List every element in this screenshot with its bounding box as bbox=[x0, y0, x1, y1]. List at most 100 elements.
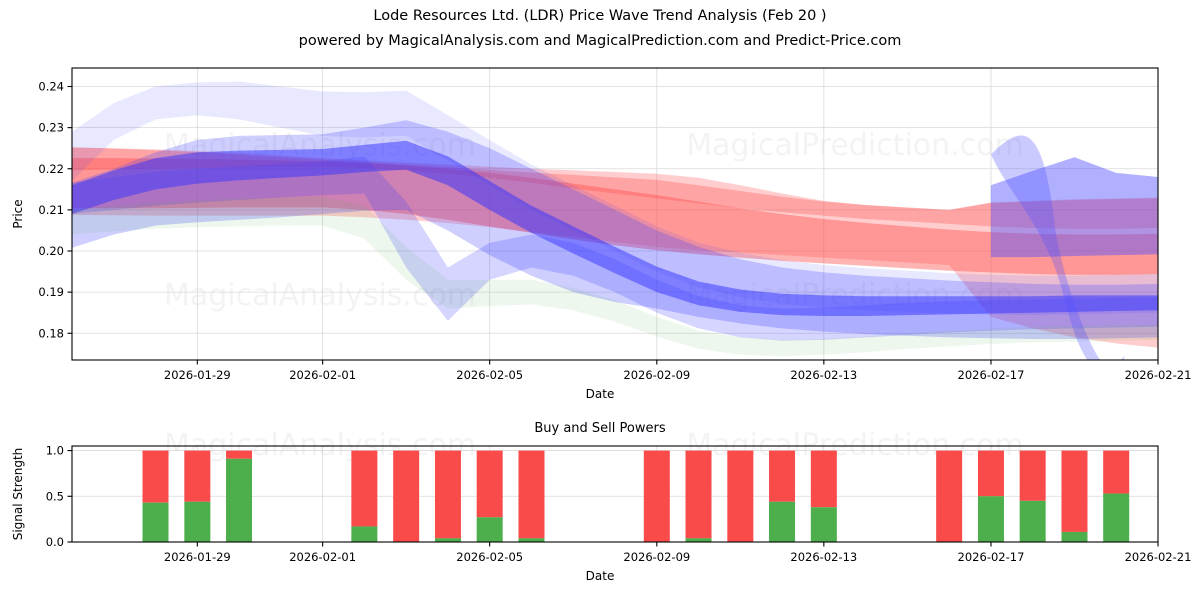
sell-power-segment bbox=[1103, 450, 1130, 494]
price-axes-frame bbox=[71, 67, 1159, 361]
table-row bbox=[727, 450, 754, 542]
y-tick-label: 0.24 bbox=[38, 80, 64, 94]
sell-power-segment bbox=[184, 450, 211, 502]
buy-power-segment bbox=[810, 507, 837, 542]
price-axes: 0.180.190.200.210.220.230.24 2026-01-29 2… bbox=[11, 67, 1192, 401]
sell-power-segment bbox=[936, 450, 963, 542]
buy-power-segment bbox=[434, 538, 461, 542]
wave-band-red-outer bbox=[72, 147, 1158, 348]
x-tick-label: 2026-02-09 bbox=[623, 368, 690, 382]
table-row bbox=[810, 450, 837, 542]
x-tick-label: 2026-02-21 bbox=[1125, 550, 1192, 564]
x-tick-label: 2026-02-21 bbox=[1125, 368, 1192, 382]
price-x-ticks: 2026-01-29 2026-02-01 2026-02-05 2026-02-09… bbox=[164, 360, 1192, 382]
wave-band-green-faint-low bbox=[72, 196, 1158, 357]
buy-power-segment bbox=[977, 496, 1004, 542]
y-tick-label: 0.21 bbox=[38, 203, 64, 217]
x-tick-label: 2026-02-01 bbox=[289, 550, 356, 564]
buy-power-segment bbox=[226, 458, 253, 542]
y-tick-label: 0.19 bbox=[38, 285, 64, 299]
figure-subtitle: powered by MagicalAnalysis.com and Magic… bbox=[299, 33, 902, 49]
table-row bbox=[1103, 450, 1130, 542]
table-row bbox=[685, 450, 712, 542]
sell-power-segment bbox=[643, 450, 670, 542]
table-row bbox=[351, 450, 378, 542]
y-tick-label: 0.23 bbox=[38, 121, 64, 135]
signal-axes-frame bbox=[71, 445, 1159, 543]
table-row bbox=[643, 450, 670, 542]
y-tick-label: 0.0 bbox=[46, 535, 64, 549]
x-tick-label: 2026-02-13 bbox=[790, 550, 857, 564]
sell-power-segment bbox=[476, 450, 503, 518]
sell-power-segment bbox=[1061, 450, 1088, 532]
watermark-text: MagicalAnalysis.com bbox=[164, 278, 476, 313]
buy-power-segment bbox=[1061, 531, 1088, 542]
x-tick-label: 2026-02-05 bbox=[456, 368, 523, 382]
wave-band-blue-broad-early bbox=[72, 120, 1158, 340]
buy-power-segment bbox=[518, 538, 545, 542]
x-tick-label: 2026-01-29 bbox=[164, 368, 231, 382]
price-gridlines bbox=[72, 68, 1159, 360]
sell-power-segment bbox=[977, 450, 1004, 497]
y-tick-label: 0.5 bbox=[46, 489, 64, 503]
table-row bbox=[977, 450, 1004, 542]
wave-band-blue-pale-top bbox=[72, 81, 1158, 316]
table-row bbox=[476, 450, 503, 542]
price-x-axis-label: Date bbox=[586, 387, 615, 401]
signal-chart-title: Buy and Sell Powers bbox=[534, 421, 665, 436]
table-row bbox=[184, 450, 211, 542]
price-y-axis-label: Price bbox=[11, 199, 25, 228]
watermark-text: MagicalPrediction.com bbox=[686, 128, 1024, 163]
buy-power-segment bbox=[685, 538, 712, 542]
signal-axes: Buy and Sell Powers 0.0 0.5 1.0 2026-01-29… bbox=[11, 421, 1191, 583]
table-row bbox=[393, 450, 420, 542]
signal-y-ticks: 0.0 0.5 1.0 bbox=[46, 444, 72, 549]
wave-band-blue-lobe bbox=[990, 135, 1125, 360]
table-row bbox=[518, 450, 545, 542]
sell-power-segment bbox=[769, 450, 796, 502]
signal-x-ticks: 2026-01-29 2026-02-01 2026-02-05 2026-02-09… bbox=[164, 542, 1192, 564]
x-tick-label: 2026-02-13 bbox=[790, 368, 857, 382]
sell-power-segment bbox=[351, 450, 378, 527]
sell-power-segment bbox=[518, 450, 545, 539]
table-row bbox=[1019, 450, 1046, 542]
table-row bbox=[769, 450, 796, 542]
buy-power-segment bbox=[769, 501, 796, 542]
wave-band-blue-dip-mid bbox=[72, 156, 1158, 341]
y-tick-label: 1.0 bbox=[46, 444, 64, 458]
signal-x-axis-label: Date bbox=[586, 569, 615, 583]
y-tick-label: 0.18 bbox=[38, 326, 64, 340]
wave-band-red-upper-wedge bbox=[72, 147, 1158, 229]
buy-power-segment bbox=[142, 502, 169, 542]
table-row bbox=[1061, 450, 1088, 542]
table-row bbox=[434, 450, 461, 542]
buy-power-segment bbox=[476, 517, 503, 542]
x-tick-label: 2026-02-17 bbox=[958, 550, 1025, 564]
price-wave-bands bbox=[72, 81, 1158, 360]
sell-power-segment bbox=[142, 450, 169, 503]
y-tick-label: 0.22 bbox=[38, 162, 64, 176]
table-row bbox=[226, 450, 253, 542]
sell-power-segment bbox=[434, 450, 461, 539]
sell-power-segment bbox=[393, 450, 420, 542]
buy-power-segment bbox=[184, 501, 211, 542]
table-row bbox=[936, 450, 963, 542]
wave-band-blue-right-block bbox=[990, 157, 1158, 258]
price-y-ticks: 0.18 0.19 0.20 0.21 0.22 0.23 0.24 bbox=[38, 80, 72, 340]
sell-power-segment bbox=[685, 450, 712, 539]
x-tick-label: 2026-02-17 bbox=[958, 368, 1025, 382]
x-tick-label: 2026-02-05 bbox=[456, 550, 523, 564]
buy-power-segment bbox=[351, 526, 378, 542]
y-tick-label: 0.20 bbox=[38, 244, 64, 258]
sell-power-segment bbox=[1019, 450, 1046, 501]
x-tick-label: 2026-02-01 bbox=[289, 368, 356, 382]
wave-band-blue-core bbox=[72, 140, 1158, 316]
buy-power-segment bbox=[1019, 500, 1046, 542]
sell-power-segment bbox=[226, 450, 253, 459]
x-tick-label: 2026-02-09 bbox=[623, 550, 690, 564]
sell-power-segment bbox=[727, 450, 754, 542]
table-row bbox=[142, 450, 169, 542]
signal-bars bbox=[142, 450, 1130, 542]
